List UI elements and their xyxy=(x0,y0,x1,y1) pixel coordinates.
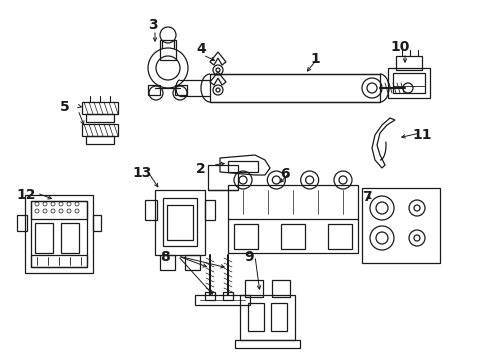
Bar xyxy=(82,124,118,136)
Text: 6: 6 xyxy=(280,167,290,181)
Bar xyxy=(388,68,430,98)
Bar xyxy=(31,201,87,267)
Bar xyxy=(281,224,305,249)
Bar xyxy=(160,40,176,60)
Bar xyxy=(31,201,87,219)
Bar xyxy=(362,188,440,263)
Text: 13: 13 xyxy=(132,166,151,180)
Bar xyxy=(86,114,114,122)
Text: 9: 9 xyxy=(244,250,254,264)
Bar xyxy=(86,136,114,144)
Bar xyxy=(245,280,263,297)
Bar xyxy=(145,200,157,220)
Text: 12: 12 xyxy=(16,188,35,202)
Bar xyxy=(163,198,197,246)
Text: 8: 8 xyxy=(160,250,170,264)
Bar xyxy=(25,195,93,273)
Bar xyxy=(228,185,358,253)
Bar xyxy=(155,190,205,255)
Text: 4: 4 xyxy=(196,42,206,56)
Bar xyxy=(223,292,233,300)
Text: 7: 7 xyxy=(362,190,371,204)
Bar xyxy=(195,295,250,305)
Text: 1: 1 xyxy=(310,52,320,66)
Text: 11: 11 xyxy=(412,128,432,142)
Bar xyxy=(205,200,215,220)
Bar xyxy=(328,224,352,249)
Bar xyxy=(35,223,53,253)
Bar xyxy=(396,56,422,70)
Bar xyxy=(248,303,264,331)
Bar xyxy=(234,224,258,249)
Bar xyxy=(272,280,290,297)
Bar xyxy=(148,85,160,95)
Bar xyxy=(235,340,300,348)
Bar xyxy=(208,165,238,190)
Bar xyxy=(205,292,215,300)
Bar xyxy=(160,255,175,270)
Bar xyxy=(185,255,200,270)
Bar xyxy=(61,223,79,253)
Bar xyxy=(240,295,295,340)
Text: 5: 5 xyxy=(60,100,70,114)
Bar xyxy=(175,85,187,95)
Text: 10: 10 xyxy=(390,40,409,54)
Bar xyxy=(93,215,101,231)
Bar xyxy=(167,205,193,240)
Bar xyxy=(393,73,425,93)
Bar xyxy=(17,215,27,231)
Bar xyxy=(228,161,258,172)
Text: 2: 2 xyxy=(196,162,206,176)
Bar xyxy=(82,102,118,114)
Text: 3: 3 xyxy=(148,18,158,32)
Bar xyxy=(271,303,287,331)
Bar xyxy=(210,74,380,102)
Bar xyxy=(31,255,87,267)
